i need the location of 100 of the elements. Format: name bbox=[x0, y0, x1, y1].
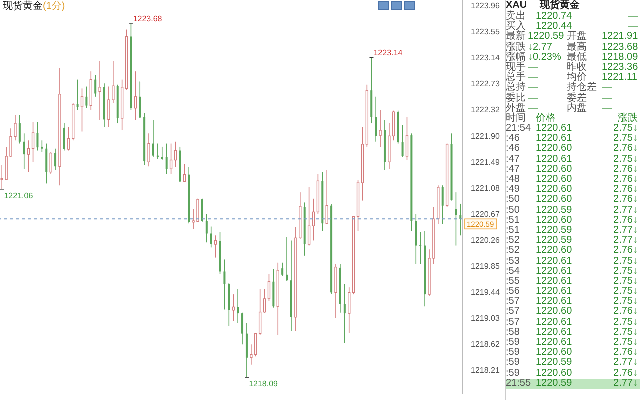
candlestick bbox=[210, 226, 212, 248]
text: :59 1220.61 2.75↓ bbox=[506, 337, 638, 348]
candlestick bbox=[206, 214, 208, 244]
candlestick bbox=[214, 235, 218, 258]
candlestick bbox=[41, 140, 44, 152]
y-tick-label: 1223.96 bbox=[471, 2, 500, 11]
y-tick-label: 1221.49 bbox=[471, 158, 500, 167]
candlestick bbox=[201, 198, 204, 223]
text: :57 1220.61 2.75↓ bbox=[506, 296, 638, 308]
candlestick bbox=[308, 187, 311, 246]
annotation: 1221.06 bbox=[4, 191, 34, 200]
y-tick-label: 1222.32 bbox=[471, 105, 500, 114]
text: 最新 1220.59 开盘 1221.91 bbox=[506, 31, 638, 42]
y-tick-label: 1222.73 bbox=[471, 79, 500, 88]
candlestick bbox=[237, 289, 240, 324]
candlestick bbox=[326, 170, 328, 225]
text: 涨幅 ↓0.23% 最低 1218.09 bbox=[506, 52, 638, 63]
candlestick bbox=[46, 143, 48, 184]
candlestick bbox=[183, 164, 186, 183]
text: 现手 — 昨收 1223.36 bbox=[506, 62, 638, 73]
text: :59 1220.60 2.76↓ bbox=[506, 368, 638, 379]
text: :55 1220.61 2.75↓ bbox=[506, 276, 638, 287]
candlestick bbox=[152, 120, 154, 158]
text: :52 1220.59 2.77↓ bbox=[506, 235, 638, 246]
annotation: 1223.14 bbox=[374, 48, 404, 58]
candlestick bbox=[402, 125, 404, 158]
candlestick bbox=[63, 123, 66, 152]
candlestick bbox=[442, 185, 444, 225]
text: :51 1220.60 2.76↓ bbox=[506, 214, 638, 226]
candlestick bbox=[268, 274, 271, 302]
candlestick bbox=[94, 74, 97, 98]
candlestick bbox=[68, 126, 70, 152]
candlestick bbox=[286, 237, 288, 282]
text: :50 1220.60 2.76↓ bbox=[506, 194, 638, 206]
chart-title: 现货黄金 bbox=[3, 1, 43, 12]
candlestick bbox=[139, 81, 142, 119]
candlestick bbox=[166, 143, 168, 175]
text: :50 1220.59 2.77↓ bbox=[506, 204, 638, 216]
text: :59 1220.60 2.76↓ bbox=[506, 347, 638, 358]
text: :47 1220.60 2.76↓ bbox=[506, 164, 638, 175]
y-tick-label: 1223.55 bbox=[471, 28, 500, 37]
y-tick-label: 1221.08 bbox=[471, 184, 500, 193]
y-tick-label: 1219.85 bbox=[471, 262, 500, 271]
text: :47 1220.61 2.75↓ bbox=[506, 154, 638, 165]
candlestick bbox=[86, 86, 88, 109]
text: :57 1220.60 2.76↓ bbox=[506, 306, 638, 318]
text: :49 1220.60 2.76↓ bbox=[506, 184, 638, 196]
candlestick bbox=[27, 140, 30, 173]
text: 委比 — 委差 — bbox=[506, 92, 612, 104]
candlestick bbox=[76, 79, 79, 111]
y-tick-label: 1223.14 bbox=[471, 53, 500, 62]
candlestick bbox=[406, 116, 409, 161]
text: :57 1220.61 2.75↓ bbox=[506, 316, 638, 328]
text: :46 1220.61 2.75↓ bbox=[506, 133, 638, 144]
candlestick bbox=[375, 96, 378, 142]
text: :56 1220.61 2.75↓ bbox=[506, 286, 638, 298]
text: :48 1220.60 2.76↓ bbox=[506, 174, 638, 185]
candlestick bbox=[54, 148, 57, 171]
candlestick bbox=[224, 259, 226, 310]
text: 总手 — 均价 1221.11 bbox=[506, 72, 638, 84]
candlestick bbox=[18, 114, 21, 144]
candlestick bbox=[455, 192, 458, 246]
candlestick bbox=[312, 198, 316, 242]
candlestick bbox=[36, 122, 39, 152]
candlestick bbox=[379, 110, 382, 148]
candlestick bbox=[80, 88, 84, 132]
text: :54 1220.61 2.75↓ bbox=[506, 266, 638, 277]
text: :53 1220.61 2.75↓ bbox=[506, 256, 638, 266]
candlestick bbox=[282, 262, 284, 277]
candlestick bbox=[23, 133, 26, 170]
candlestick bbox=[242, 312, 244, 345]
chart-subtitle: (1分) bbox=[43, 1, 66, 12]
candlestick bbox=[148, 133, 150, 167]
text: :46 1220.60 2.76↓ bbox=[506, 143, 638, 154]
candlestick bbox=[420, 232, 422, 265]
y-tick-label: 1221.90 bbox=[471, 132, 500, 142]
candlestick bbox=[161, 146, 164, 161]
text: :58 1220.61 2.75↓ bbox=[506, 326, 638, 338]
candlestick bbox=[32, 122, 35, 163]
text: 21:54 1220.61 2.75↓ bbox=[506, 123, 638, 134]
text: 时间 价格 涨跌 bbox=[506, 112, 638, 124]
text: :59 1220.59 2.77↓ bbox=[506, 357, 638, 368]
candlestick bbox=[50, 152, 52, 175]
candlestick bbox=[134, 71, 138, 121]
y-tick-label: 1218.62 bbox=[471, 340, 500, 349]
y-tick-label: 1219.44 bbox=[471, 288, 500, 297]
y-tick-label: 1220.67 bbox=[471, 210, 500, 219]
annotation: 1218.09 bbox=[249, 380, 279, 389]
candlestick bbox=[348, 287, 351, 334]
candlestick bbox=[170, 143, 173, 175]
y-tick-label: 1220.26 bbox=[471, 236, 500, 245]
candlestick bbox=[344, 284, 346, 344]
text: 外盘 — 内盘 — bbox=[506, 102, 612, 114]
candlestick bbox=[258, 289, 262, 336]
annotation: 1223.68 bbox=[133, 14, 163, 24]
candlestick bbox=[263, 289, 266, 314]
y-tick-label: 1219.03 bbox=[471, 314, 500, 323]
candlestick bbox=[174, 141, 178, 168]
text: 卖出 1220.74 — bbox=[506, 11, 638, 22]
text: 总持 — 持仓差 — bbox=[506, 82, 612, 94]
